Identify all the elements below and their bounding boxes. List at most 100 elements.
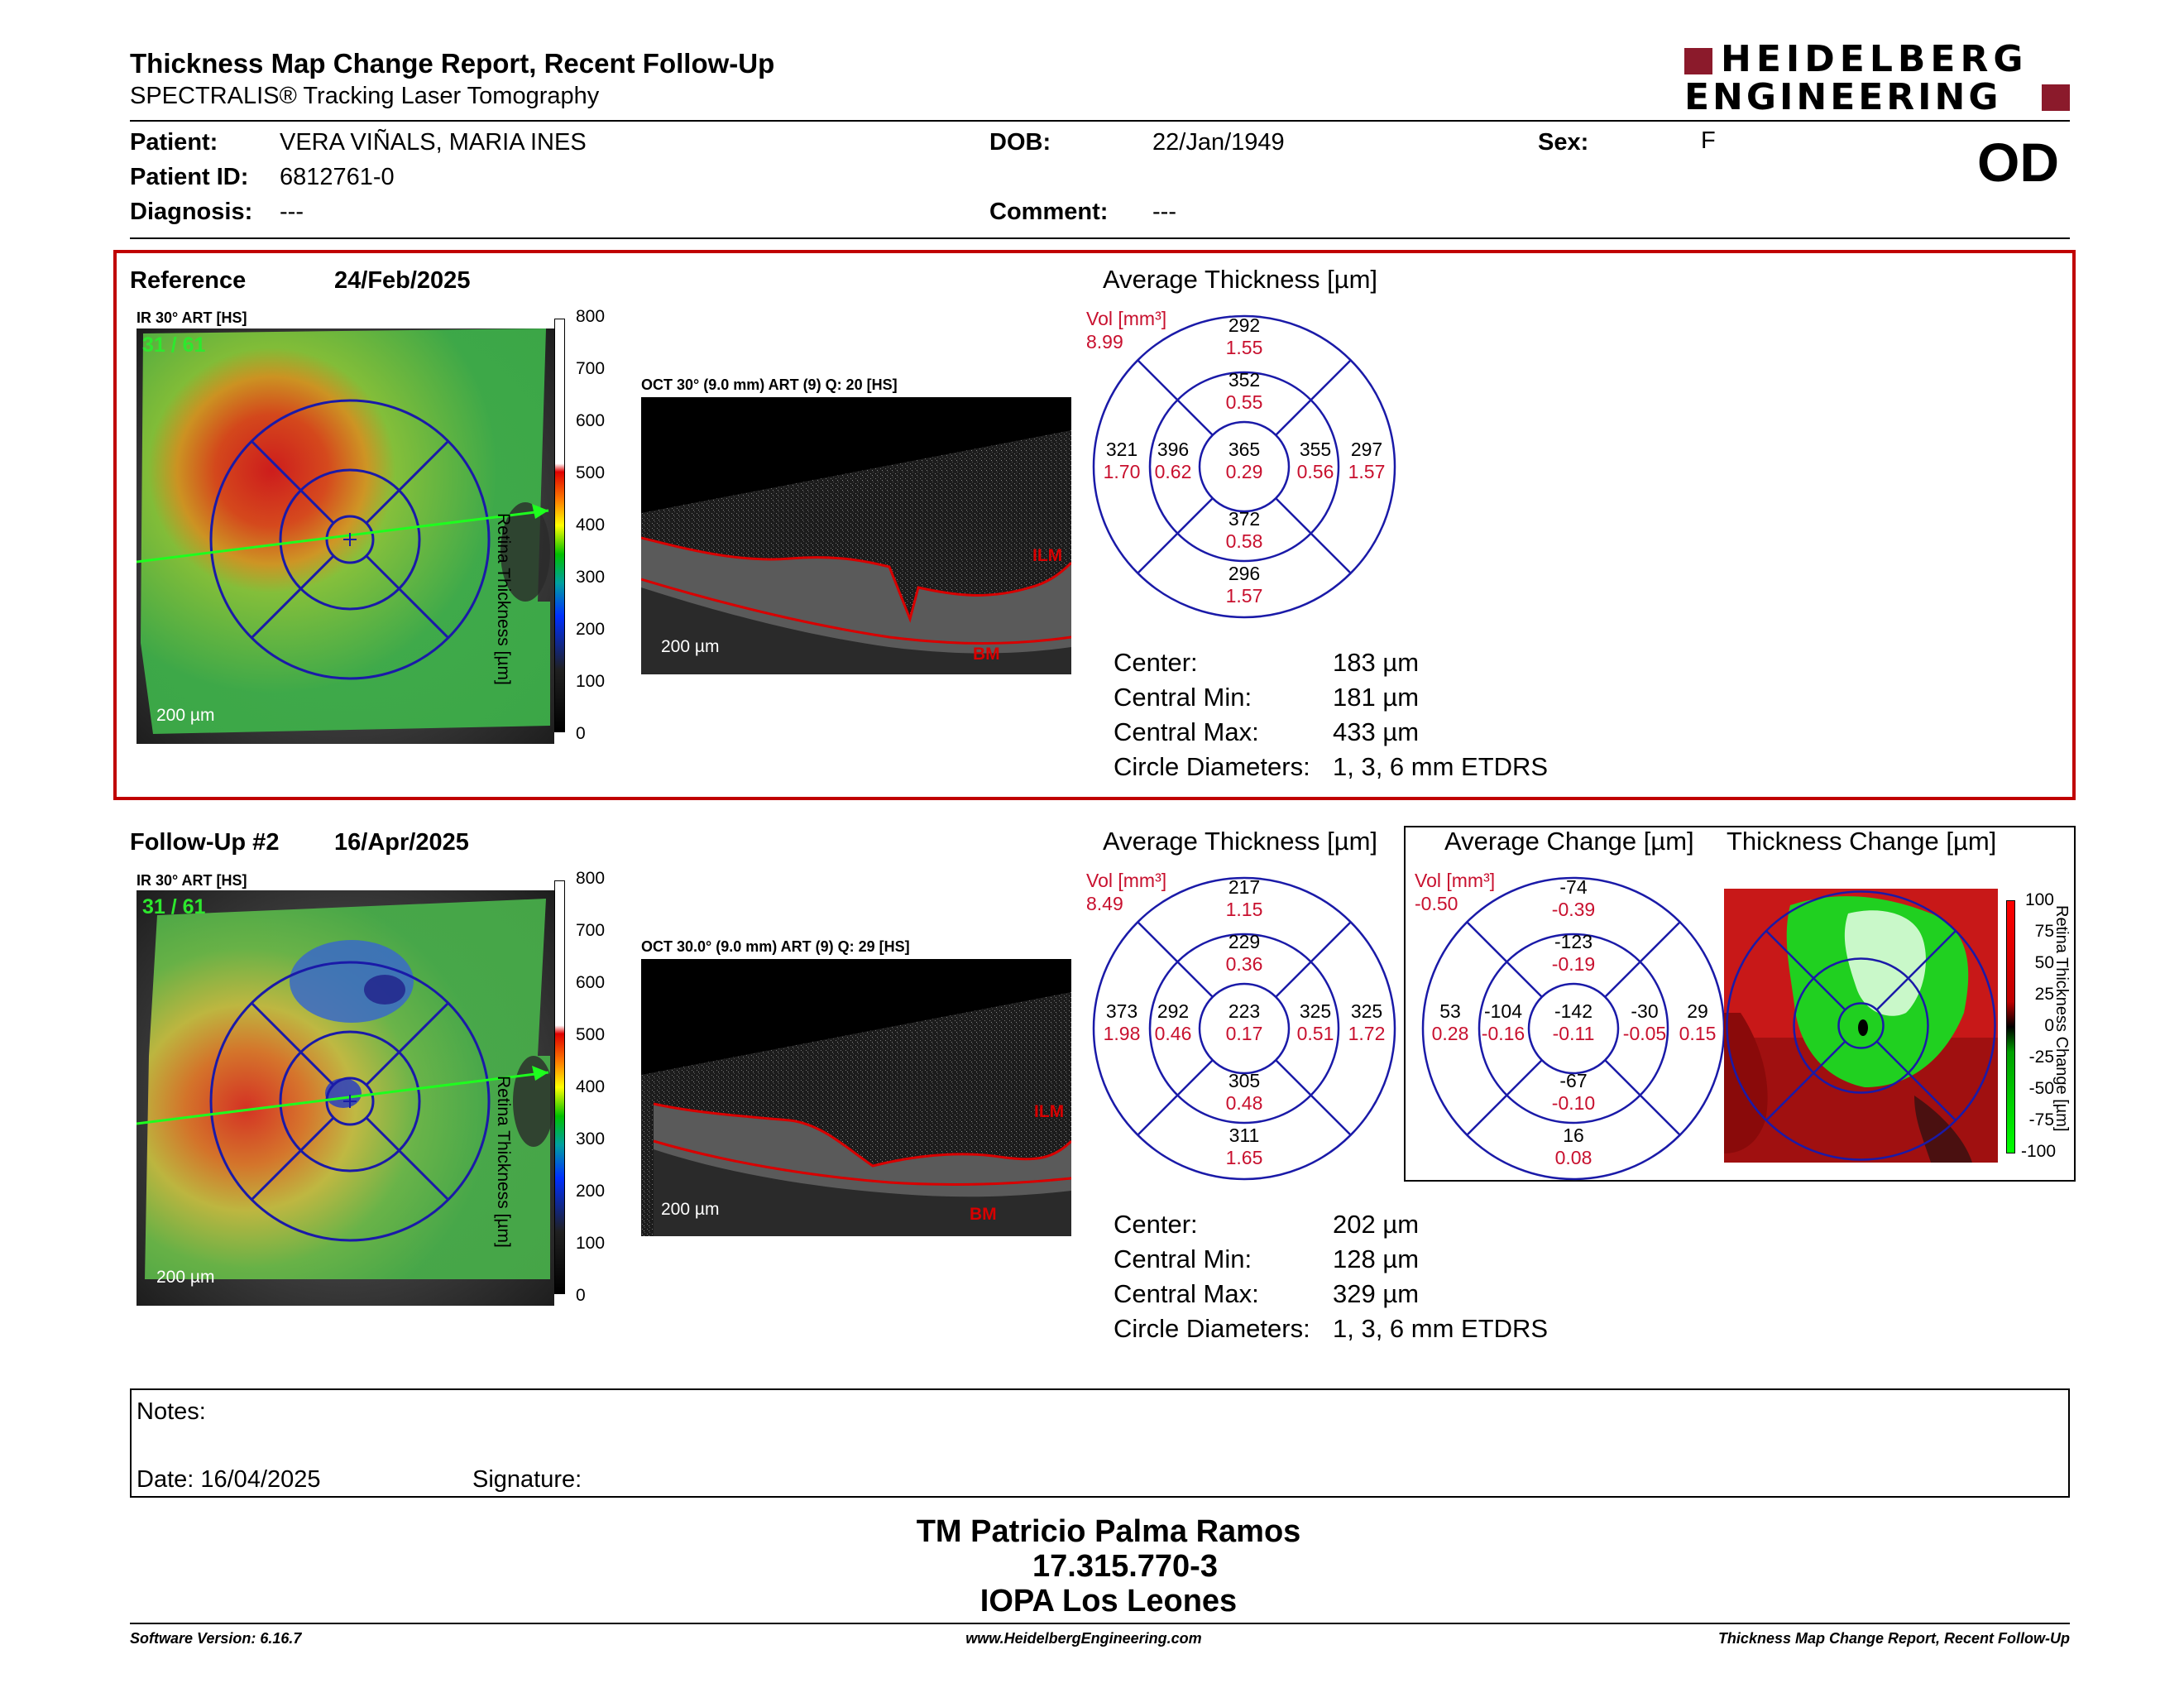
- dob-label: DOB:: [989, 129, 1051, 156]
- notes-date: Date: 16/04/2025: [136, 1466, 321, 1493]
- stat-row: Center: 202 µm: [1114, 1210, 1420, 1239]
- reference-oct-label: OCT 30° (9.0 mm) ART (9) Q: 20 [HS]: [641, 376, 898, 393]
- scale-tick: -100: [2021, 1142, 2057, 1161]
- scale-tick: 600: [576, 411, 606, 430]
- footer-software: Software Version: 6.16.7: [130, 1630, 302, 1647]
- dob-value: 22/Jan/1949: [1152, 129, 1285, 156]
- reference-vol-value: 8.99: [1086, 331, 1123, 352]
- notes-box: [130, 1388, 2070, 1498]
- followup-label: Follow-Up #2: [130, 829, 280, 856]
- scale-tick: 100: [576, 1234, 606, 1253]
- scale-tick: 25: [2034, 985, 2054, 1004]
- change-title: Average Change [µm]: [1444, 827, 1694, 856]
- scale-tick: 700: [576, 921, 606, 940]
- followup-scale-title: Retina Thickness [µm]: [494, 1076, 513, 1248]
- reference-oct-scan: [641, 397, 1071, 674]
- notes-label: Notes:: [136, 1398, 206, 1425]
- etdrs-inner-top: 352 0.55: [1225, 369, 1263, 413]
- etdrs-inner-right: 325 0.51: [1296, 1000, 1334, 1044]
- followup-oct-scan: [641, 959, 1071, 1236]
- change-vol-value: -0.50: [1415, 893, 1458, 914]
- scale-tick: 600: [576, 973, 606, 992]
- footer-website[interactable]: www.HeidelbergEngineering.com: [965, 1630, 1202, 1647]
- reference-ir-label: IR 30° ART [HS]: [136, 309, 247, 326]
- scale-tick: 500: [576, 1025, 606, 1044]
- followup-bm-label: BM: [970, 1205, 997, 1224]
- logo-square-bottom: [2042, 84, 2070, 111]
- signatory-name: TM Patricio Palma Ramos: [916, 1514, 1301, 1549]
- etdrs-outer-top: -74 -0.39: [1551, 876, 1596, 920]
- reference-avg-title: Average Thickness [µm]: [1103, 265, 1378, 294]
- reference-map-scalebar: 200 µm: [156, 706, 215, 725]
- etdrs-outer-bottom: 16 0.08: [1554, 1125, 1592, 1168]
- reference-ilm-label: ILM: [1032, 546, 1063, 565]
- etdrs-outer-right: 297 1.57: [1348, 439, 1386, 482]
- change-etdrs-values: -74 -0.39 -123 -0.19 53 0.28 -104 -0.16 -142…: [1420, 875, 1727, 1182]
- etdrs-inner-top: 229 0.36: [1225, 931, 1263, 975]
- change-panel-frame: [1404, 826, 2076, 1182]
- logo-line2: ENGINEERING: [1684, 76, 2002, 118]
- scale-tick: 100: [2024, 890, 2054, 909]
- scale-tick: 0: [576, 1286, 586, 1305]
- diagnosis-label: Diagnosis:: [130, 199, 253, 225]
- followup-stats: Center: 202 µm Central Min: 128 µm Central…: [1114, 1210, 1626, 1349]
- etdrs-inner-right: -30 -0.05: [1622, 1000, 1667, 1044]
- comment-value: ---: [1152, 199, 1176, 225]
- etdrs-inner-bottom: -67 -0.10: [1551, 1070, 1596, 1114]
- scale-tick: 0: [576, 724, 586, 743]
- patient-divider: [130, 237, 2070, 239]
- followup-oct-scalebar: 200 µm: [661, 1200, 720, 1219]
- etdrs-center: 365 0.29: [1225, 439, 1263, 482]
- etdrs-center: -142 -0.11: [1552, 1000, 1595, 1044]
- reference-stats: Center: 183 µm Central Min: 181 µm Central…: [1114, 648, 1626, 787]
- change-vol-label: Vol [mm³]: [1415, 870, 1496, 891]
- logo-square-top: [1684, 48, 1712, 74]
- stat-row: Circle Diameters: 1, 3, 6 mm ETDRS: [1114, 752, 1549, 781]
- stat-row: Central Max: 433 µm: [1114, 717, 1420, 746]
- scale-tick: 700: [576, 359, 606, 378]
- footer-divider: [130, 1623, 2070, 1624]
- change-scale-title: Retina Thickness Change [µm]: [2052, 905, 2071, 1132]
- followup-thickness-map: [136, 890, 554, 1306]
- followup-vol-value: 8.49: [1086, 893, 1123, 914]
- scale-tick: 100: [576, 672, 606, 691]
- etdrs-inner-left: -104 -0.16: [1481, 1000, 1525, 1044]
- report-title: Thickness Map Change Report, Recent Foll…: [130, 48, 775, 79]
- followup-etdrs-values: 217 1.15 229 0.36 373 1.98 292 0.46 223 0.17 …: [1090, 875, 1398, 1182]
- scale-tick: -25: [2028, 1048, 2054, 1067]
- etdrs-outer-top: 217 1.15: [1225, 876, 1263, 920]
- etdrs-inner-bottom: 372 0.58: [1225, 508, 1263, 552]
- etdrs-outer-right: 29 0.15: [1679, 1000, 1717, 1044]
- scale-tick: 300: [576, 1129, 606, 1149]
- reference-bm-label: BM: [973, 645, 1000, 664]
- followup-frame-counter: 31 / 61: [142, 895, 206, 918]
- etdrs-inner-top: -123 -0.19: [1551, 931, 1596, 975]
- scale-tick: 400: [576, 516, 606, 535]
- report-subtitle: SPECTRALIS® Tracking Laser Tomography: [130, 83, 600, 109]
- heidelberg-logo: HEIDELBERG ENGINEERING: [1684, 41, 2070, 118]
- followup-color-scale: [554, 880, 565, 1294]
- followup-ilm-label: ILM: [1034, 1102, 1065, 1121]
- eye-indicator: OD: [1977, 132, 2059, 193]
- etdrs-outer-bottom: 296 1.57: [1225, 563, 1263, 607]
- sex-value: F: [1701, 127, 1716, 154]
- thickness-change-title: Thickness Change [µm]: [1727, 827, 1997, 856]
- scale-tick: 200: [576, 620, 606, 639]
- scale-tick: 0: [2044, 1016, 2054, 1035]
- etdrs-outer-right: 325 1.72: [1348, 1000, 1386, 1044]
- etdrs-outer-left: 53 0.28: [1431, 1000, 1469, 1044]
- sex-label: Sex:: [1538, 129, 1589, 156]
- followup-etdrs-grid: [1092, 876, 1396, 1181]
- patient-value: VERA VIÑALS, MARIA INES: [280, 129, 587, 156]
- etdrs-inner-right: 355 0.56: [1296, 439, 1334, 482]
- etdrs-inner-left: 396 0.62: [1154, 439, 1192, 482]
- notes-signature: Signature:: [472, 1466, 582, 1493]
- stat-row: Central Min: 128 µm: [1114, 1244, 1420, 1273]
- stat-row: Central Min: 181 µm: [1114, 683, 1420, 712]
- stat-row: Center: 183 µm: [1114, 648, 1420, 677]
- reference-color-scale: [554, 319, 565, 732]
- signatory-id: 17.315.770-3: [1032, 1549, 1218, 1584]
- scale-tick: 75: [2034, 922, 2054, 941]
- followup-scale-ticks: 800 700 600 500 400 300 200 100 0: [576, 869, 609, 1338]
- etdrs-inner-bottom: 305 0.48: [1225, 1070, 1263, 1114]
